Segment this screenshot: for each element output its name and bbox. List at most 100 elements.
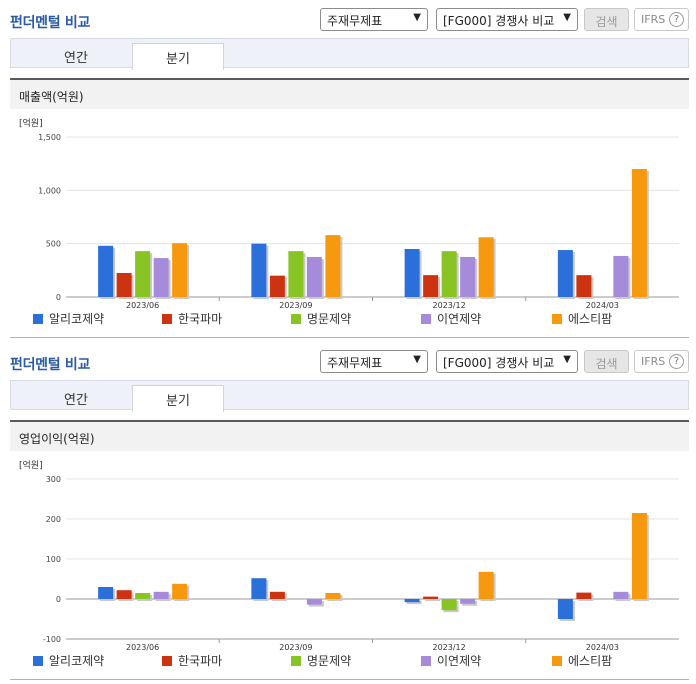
tab-annual[interactable]: 연간 xyxy=(64,393,88,408)
bar xyxy=(631,513,647,599)
tab-annual[interactable]: 연간 xyxy=(64,51,88,66)
bar xyxy=(325,235,341,297)
x-tick-label: 2024/03 xyxy=(586,643,619,652)
legend-label: 에스티팜 xyxy=(568,654,612,668)
x-tick-label: 2023/12 xyxy=(433,301,466,310)
tab-quarterly[interactable]: 분기 xyxy=(132,385,224,412)
y-tick-label: 1,000 xyxy=(38,186,61,195)
legend-label: 한국파마 xyxy=(178,654,222,668)
ifrs-button[interactable]: IFRS ? xyxy=(634,350,689,373)
compare-select-value: [FG000] 경쟁사 비교 xyxy=(443,14,555,28)
legend-swatch xyxy=(162,656,172,666)
bar xyxy=(460,599,476,604)
statement-select[interactable]: 주재무제표 ▼ xyxy=(320,350,428,373)
bar xyxy=(172,243,188,297)
bar xyxy=(441,599,457,611)
statement-select-value: 주재무제표 xyxy=(327,356,383,370)
bar xyxy=(288,251,304,297)
legend-swatch xyxy=(291,314,301,324)
ifrs-label: IFRS xyxy=(641,355,666,368)
bar xyxy=(631,169,647,297)
bar xyxy=(98,245,114,297)
x-tick-label: 2024/03 xyxy=(586,301,619,310)
chevron-down-icon: ▼ xyxy=(413,354,421,365)
period-tabs: 연간 분기 xyxy=(10,38,689,70)
help-icon[interactable]: ? xyxy=(669,12,684,27)
y-tick-label: 0 xyxy=(56,595,61,604)
bar xyxy=(576,592,592,599)
revenue-bar-chart: [억원] 0 500 1,000 1,500 2023/06 2023/09 2023/12 2… xyxy=(19,117,679,326)
bar xyxy=(613,591,629,599)
y-tick-label: 1,500 xyxy=(38,133,61,142)
x-tick-label: 2023/09 xyxy=(279,301,312,310)
compare-select[interactable]: [FG000] 경쟁사 비교 ▼ xyxy=(436,8,578,31)
x-tick-label: 2023/09 xyxy=(279,643,312,652)
bar xyxy=(251,578,267,599)
search-button[interactable]: 검색 xyxy=(584,350,629,373)
bar xyxy=(135,593,151,599)
bar xyxy=(269,591,285,599)
panel-title: 펀더멘털 비교 xyxy=(10,15,91,31)
bar xyxy=(404,599,420,603)
bar xyxy=(613,255,629,297)
bar xyxy=(116,273,132,297)
bar xyxy=(135,251,151,297)
legend-swatch xyxy=(291,656,301,666)
bar xyxy=(423,596,439,599)
bar xyxy=(404,249,420,297)
bar xyxy=(153,591,169,599)
divider xyxy=(10,679,689,680)
bar-shadow xyxy=(425,598,441,601)
legend-label: 이연제약 xyxy=(437,653,481,668)
statement-select-value: 주재무제표 xyxy=(327,14,383,28)
legend-label: 명문제약 xyxy=(307,653,351,668)
y-tick-label: -100 xyxy=(43,635,61,644)
y-tick-label: 0 xyxy=(56,293,61,302)
period-tabs: 연간 분기 xyxy=(10,380,689,412)
legend-swatch xyxy=(162,314,172,324)
bar xyxy=(251,243,267,297)
bar xyxy=(441,251,457,297)
y-tick-label: 200 xyxy=(46,515,61,524)
bar xyxy=(576,275,592,297)
bar xyxy=(423,275,439,297)
bar xyxy=(306,257,322,297)
bar xyxy=(557,250,573,297)
divider xyxy=(10,337,689,338)
x-tick-label: 2023/06 xyxy=(126,301,159,310)
panel-title: 펀더멘털 비교 xyxy=(10,357,91,373)
legend-label: 한국파마 xyxy=(178,312,222,326)
bar xyxy=(153,258,169,297)
bar xyxy=(269,275,285,297)
chart-title: 영업이익(억원) xyxy=(19,432,95,446)
bar xyxy=(98,587,114,599)
legend-swatch xyxy=(421,314,431,324)
ifrs-button[interactable]: IFRS ? xyxy=(634,8,689,31)
y-tick-label: 300 xyxy=(46,475,61,484)
x-tick-label: 2023/06 xyxy=(126,643,159,652)
bar xyxy=(478,237,494,297)
search-button[interactable]: 검색 xyxy=(584,8,629,31)
chart-header: 영업이익(억원) xyxy=(10,420,689,451)
y-tick-label: 100 xyxy=(46,555,61,564)
y-unit-label: [억원] xyxy=(19,117,43,129)
bar xyxy=(460,257,476,297)
compare-select[interactable]: [FG000] 경쟁사 비교 ▼ xyxy=(436,350,578,373)
chevron-down-icon: ▼ xyxy=(563,354,571,365)
legend-label: 알리코제약 xyxy=(49,311,104,326)
statement-select[interactable]: 주재무제표 ▼ xyxy=(320,8,428,31)
compare-select-value: [FG000] 경쟁사 비교 xyxy=(443,356,555,370)
legend-label: 에스티팜 xyxy=(568,312,612,326)
help-icon[interactable]: ? xyxy=(669,354,684,369)
legend-swatch xyxy=(33,656,43,666)
bar xyxy=(116,590,132,599)
operating-profit-bar-chart: [억원] -100 0 100 200 300 2023/06 2023/09 2023/12 2… xyxy=(19,459,679,668)
legend-swatch xyxy=(421,656,431,666)
chevron-down-icon: ▼ xyxy=(563,12,571,23)
x-tick-label: 2023/12 xyxy=(433,643,466,652)
chart-title: 매출액(억원) xyxy=(19,90,84,104)
legend-label: 명문제약 xyxy=(307,311,351,326)
tab-quarterly[interactable]: 분기 xyxy=(132,43,224,70)
legend-label: 이연제약 xyxy=(437,311,481,326)
bar xyxy=(172,583,188,599)
